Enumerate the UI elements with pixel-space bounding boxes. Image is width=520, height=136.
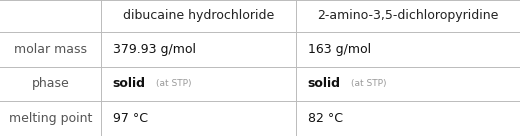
Text: (at STP): (at STP) [351, 79, 386, 89]
Text: solid: solid [308, 78, 341, 90]
Text: dibucaine hydrochloride: dibucaine hydrochloride [123, 10, 275, 22]
Text: 163 g/mol: 163 g/mol [308, 43, 371, 56]
Text: phase: phase [32, 78, 70, 90]
Text: melting point: melting point [9, 112, 93, 125]
Text: 2-amino-3,5-dichloropyridine: 2-amino-3,5-dichloropyridine [318, 10, 499, 22]
Text: 97 °C: 97 °C [113, 112, 148, 125]
Text: 379.93 g/mol: 379.93 g/mol [113, 43, 196, 56]
Text: solid: solid [113, 78, 146, 90]
Text: (at STP): (at STP) [156, 79, 191, 89]
Text: 82 °C: 82 °C [308, 112, 343, 125]
Text: molar mass: molar mass [14, 43, 87, 56]
